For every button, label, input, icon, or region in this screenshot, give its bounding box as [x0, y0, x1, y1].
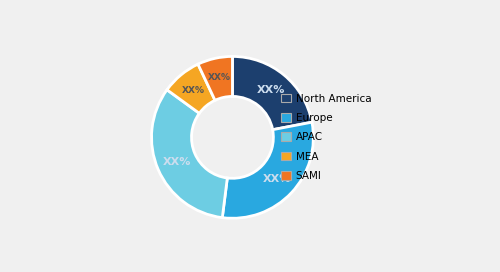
Text: XX%: XX% — [262, 174, 291, 184]
Wedge shape — [198, 57, 232, 100]
Wedge shape — [152, 90, 228, 218]
Text: XX%: XX% — [208, 73, 231, 82]
Text: XX%: XX% — [182, 86, 205, 95]
Wedge shape — [222, 122, 314, 218]
Text: XX%: XX% — [257, 85, 286, 95]
Text: XX%: XX% — [162, 157, 190, 166]
Wedge shape — [167, 64, 215, 113]
Wedge shape — [232, 57, 312, 130]
Legend: North America, Europe, APAC, MEA, SAMI: North America, Europe, APAC, MEA, SAMI — [282, 94, 372, 181]
